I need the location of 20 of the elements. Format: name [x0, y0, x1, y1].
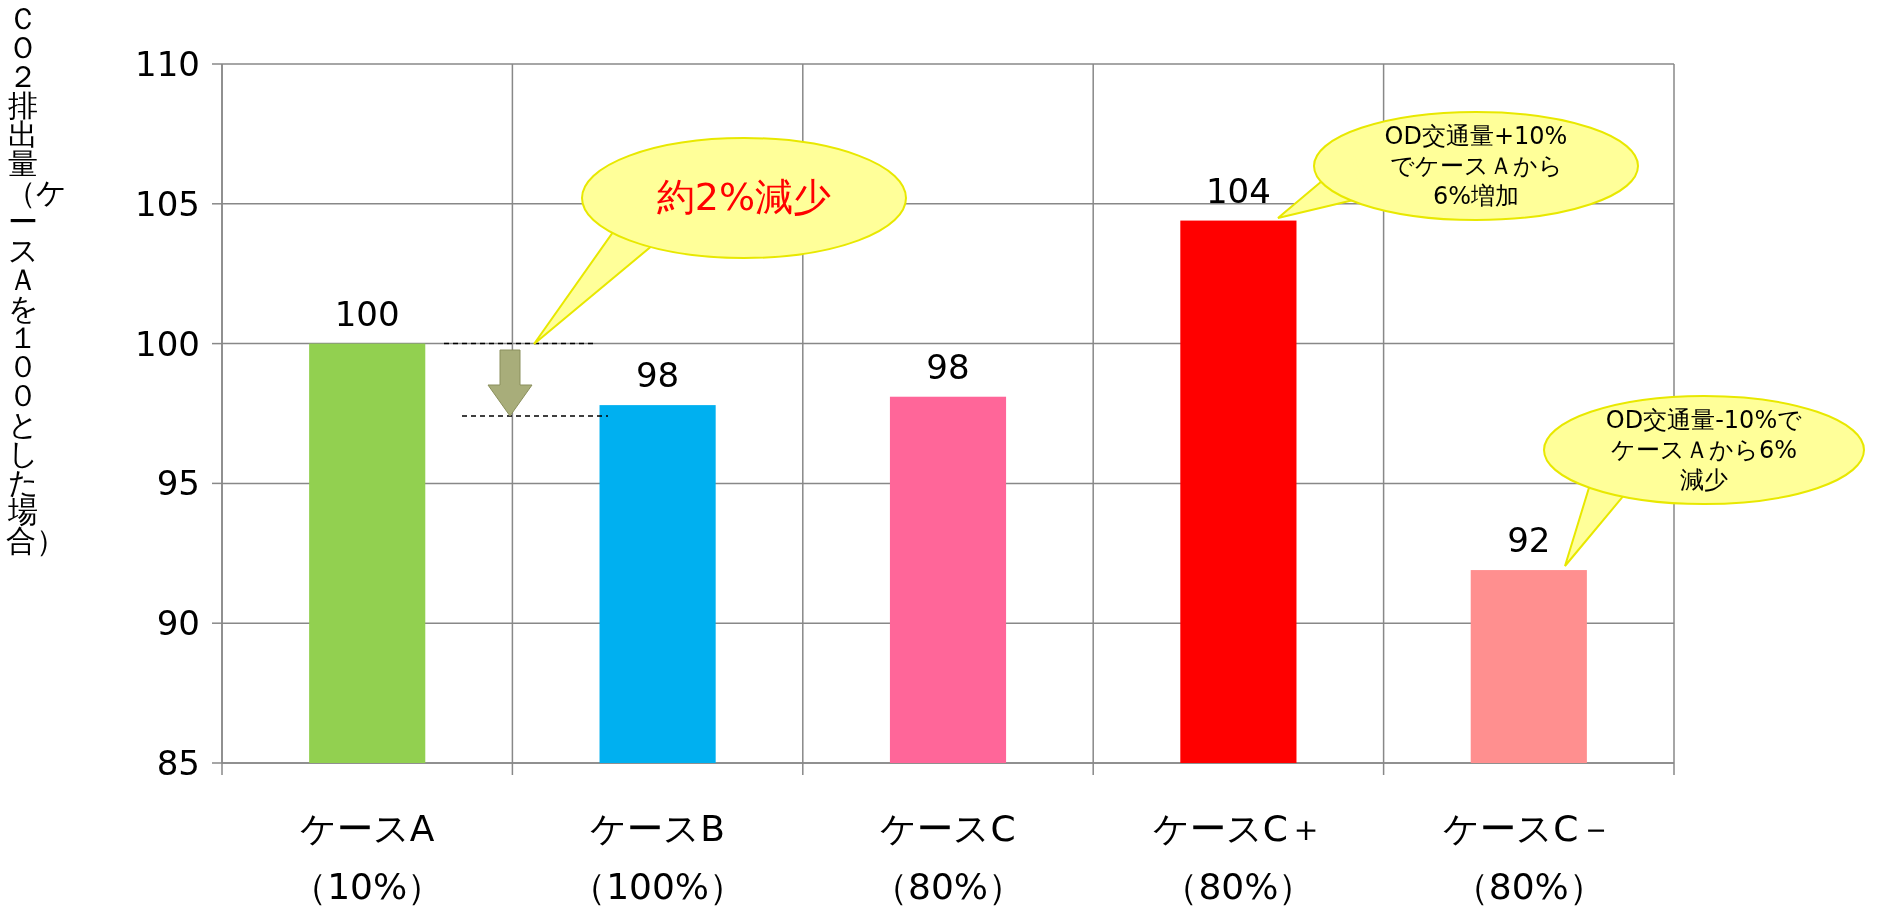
annotation: OD交通量+10%でケースＡから6%増加 — [1383, 121, 1569, 211]
annotation: 約2%減少 — [655, 174, 833, 221]
y-tick-label: 90 — [156, 603, 200, 644]
data-label: 98 — [926, 346, 970, 387]
y-tick-label: 85 — [156, 743, 200, 783]
data-label: 98 — [635, 355, 680, 396]
y-tick-label: 110 — [135, 44, 200, 84]
y-tick-label: 105 — [135, 183, 200, 224]
x-tick-label: ケースB（100%） — [569, 807, 747, 909]
data-label: 100 — [334, 293, 400, 334]
annotation: OD交通量-10%でケースＡから6%減少 — [1604, 405, 1804, 495]
y-tick-label: 95 — [156, 463, 200, 504]
x-tick-label: ケースC－（80%） — [1442, 807, 1616, 909]
x-tick-label: ケースC（80%） — [871, 807, 1025, 909]
y-tick-label: 100 — [135, 323, 200, 364]
data-label: 104 — [1205, 170, 1271, 211]
text: ＣＯ２排出量（ケースＡを１００とした場合） — [6, 1, 67, 558]
x-tick-label: ケースA（10%） — [290, 807, 445, 909]
data-label: 92 — [1507, 520, 1551, 561]
x-tick-label: ケースC＋（80%） — [1151, 807, 1325, 909]
